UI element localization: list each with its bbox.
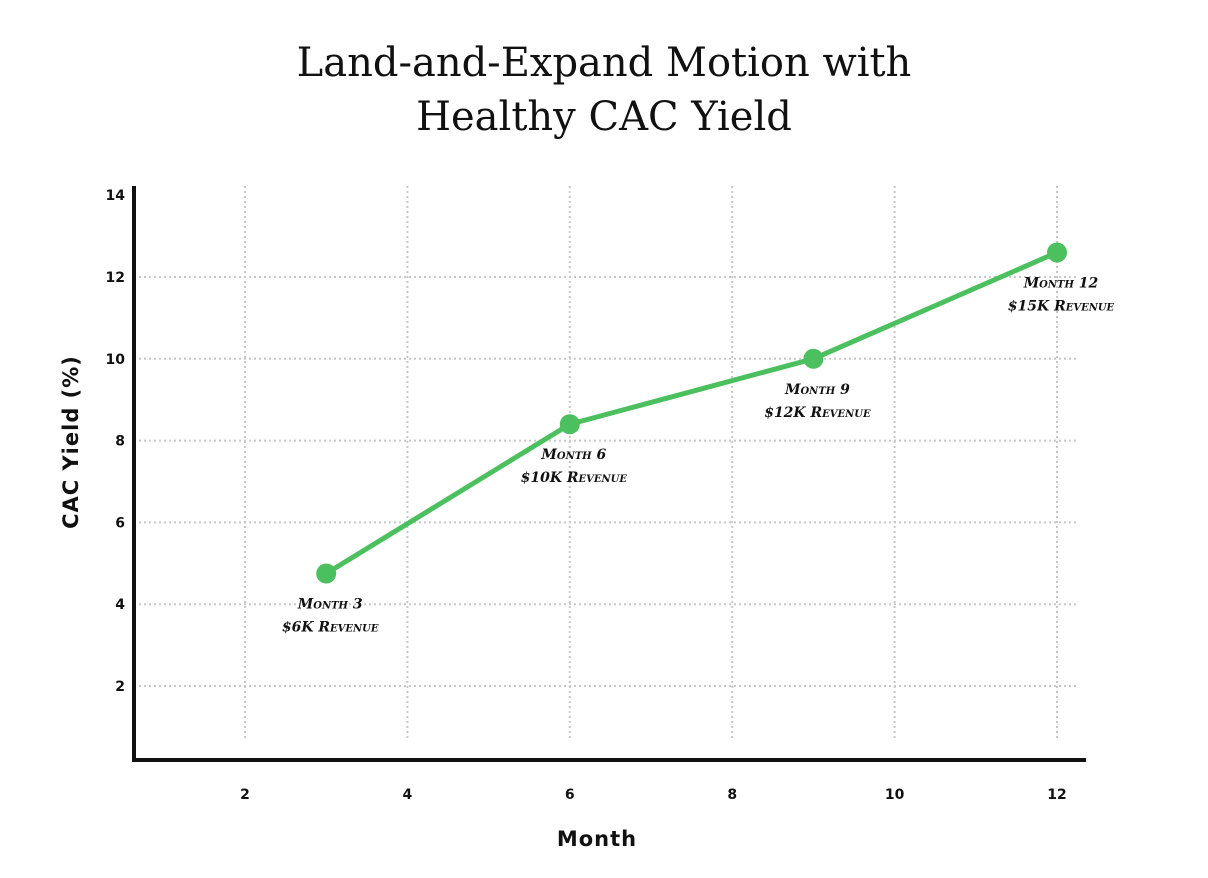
- x-tick-label: 12: [1047, 787, 1066, 803]
- data-point: [316, 563, 337, 584]
- data-point: [559, 414, 580, 435]
- point-label-month: Month 12: [1023, 275, 1099, 291]
- point-annotations: Month 3 $6K Revenue Month 6 $10K Revenue Mon…: [282, 275, 1115, 635]
- chart-title-line-1: Land-and-Expand Motion with: [296, 40, 912, 86]
- y-tick-label: 12: [106, 270, 125, 286]
- x-axis-label: Month: [557, 827, 637, 851]
- y-axis-label: CAC Yield (%): [59, 355, 83, 529]
- point-label-revenue: $15K Revenue: [1008, 298, 1115, 314]
- series-line: [323, 249, 1060, 577]
- axes: [132, 186, 1086, 762]
- y-tick-label: 10: [106, 352, 126, 368]
- y-tick-label: 4: [115, 597, 125, 613]
- data-point: [1047, 242, 1067, 263]
- x-tick-label: 10: [885, 787, 905, 803]
- y-tick-label: 14: [106, 188, 126, 204]
- data-point: [803, 348, 824, 369]
- x-tick-label: 4: [403, 787, 413, 803]
- grid-lines: [134, 186, 1076, 740]
- point-label-revenue: $6K Revenue: [282, 620, 379, 636]
- y-tick-label: 8: [115, 434, 125, 450]
- point-label-revenue: $12K Revenue: [764, 405, 871, 421]
- chart-title-line-2: Healthy CAC Yield: [416, 94, 792, 140]
- chart-title: Land-and-Expand Motion with Healthy CAC …: [0, 36, 1208, 144]
- data-series: [316, 242, 1067, 584]
- y-tick-label: 6: [115, 515, 125, 531]
- tick-labels: 2 4 6 8 10 12 2 4 6 8 10 12 14: [106, 188, 1067, 803]
- x-tick-label: 2: [240, 787, 250, 803]
- point-label-month: Month 9: [784, 382, 850, 398]
- x-tick-label: 8: [727, 787, 737, 803]
- point-label-revenue: $10K Revenue: [521, 470, 628, 486]
- x-tick-label: 6: [565, 787, 575, 803]
- point-label-month: Month 3: [297, 597, 363, 613]
- point-label-month: Month 6: [540, 447, 606, 463]
- y-tick-label: 2: [115, 679, 125, 695]
